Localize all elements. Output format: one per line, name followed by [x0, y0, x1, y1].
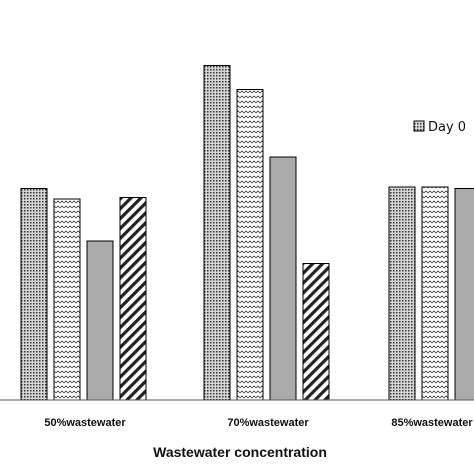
- bar-50%wastewater-s1: [20, 188, 48, 401]
- tick-label-50%wastewater: 50%wastewater: [44, 417, 126, 429]
- bars-layer: [20, 65, 474, 401]
- bar-50%wastewater-s4: [119, 197, 147, 401]
- tick-labels: 50%wastewater 70%wastewater 85%wastewater: [44, 417, 473, 429]
- bar-70%wastewater-s4: [302, 263, 330, 401]
- bar-85%wastewater-s3: [454, 188, 474, 401]
- bar-85%wastewater-s2: [421, 186, 449, 401]
- bar-70%wastewater-s1: [203, 65, 231, 401]
- bar-85%wastewater-s1: [388, 186, 416, 401]
- tick-label-70%wastewater: 70%wastewater: [227, 417, 309, 429]
- legend: Day 0: [413, 120, 466, 135]
- bar-70%wastewater-s2: [236, 89, 264, 401]
- bar-50%wastewater-s2: [53, 198, 81, 401]
- tick-label-85%wastewater: 85%wastewater: [391, 417, 473, 429]
- bar-50%wastewater-s3: [86, 240, 114, 401]
- legend-swatch-day-0: [413, 120, 425, 132]
- x-axis-title: Wastewater concentration: [153, 444, 327, 460]
- bar-70%wastewater-s3: [269, 156, 297, 401]
- legend-label-day-0: Day 0: [428, 120, 466, 135]
